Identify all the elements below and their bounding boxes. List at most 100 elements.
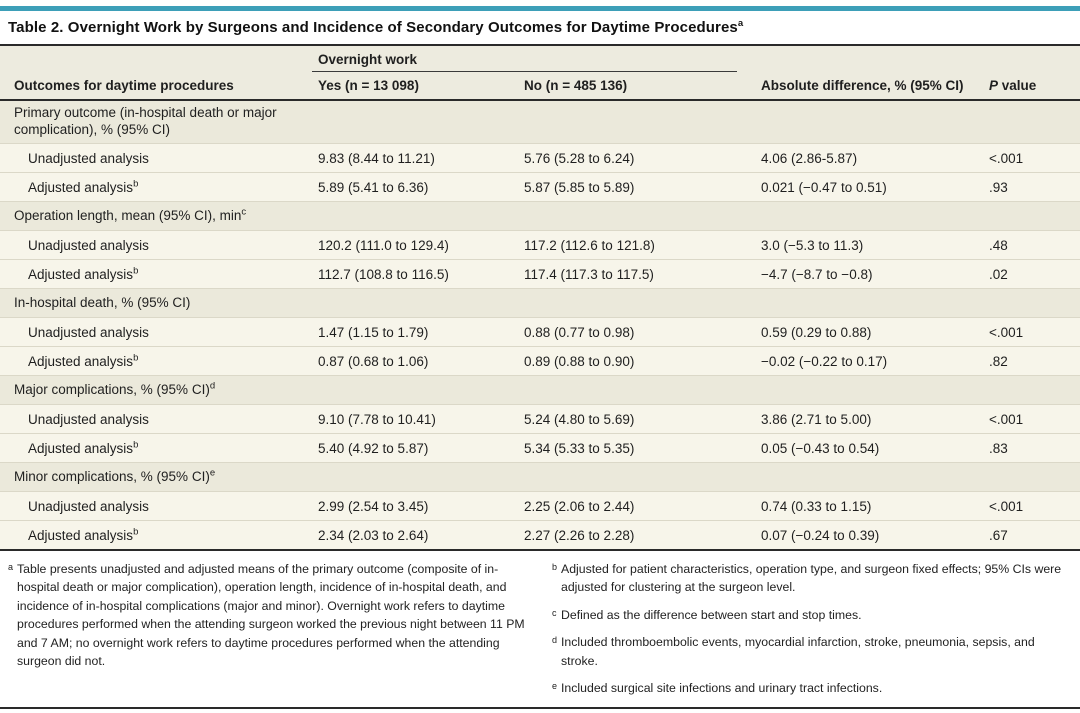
spanner-row: Overnight work [0,46,1080,72]
row-label: Unadjusted analysis [0,412,312,427]
table-header: Overnight work Outcomes for daytime proc… [0,46,1080,99]
cell-no: 2.25 (2.06 to 2.44) [524,498,635,514]
row-label: Unadjusted analysis [0,499,312,514]
row-label-text: Adjusted analysis [28,353,134,369]
cell-no: 117.2 (112.6 to 121.8) [524,237,655,253]
cell-absolute-difference: 4.06 (2.86-5.87) [761,150,858,166]
column-header-yes: Yes (n = 13 098) [318,78,419,93]
row-label-text: Adjusted analysis [28,179,134,195]
rule-above-footnotes [0,549,1080,551]
footnote-text: Adjusted for patient characteristics, op… [561,562,1062,595]
cell-yes: 5.89 (5.41 to 6.36) [318,179,429,195]
footnote-marker: a [8,562,14,572]
row-label-text: Unadjusted analysis [28,324,149,340]
row-label: Adjusted analysisb [0,439,312,456]
table-row: Unadjusted analysis 120.2 (111.0 to 129.… [0,230,1080,259]
footnote-c: c Defined as the difference between star… [552,606,1070,624]
section-label-superscript: e [209,467,216,479]
footnote-b: b Adjusted for patient characteristics, … [552,560,1070,597]
section-header-row: Minor complications, % (95% CI)e [0,462,1080,491]
column-header-no: No (n = 485 136) [524,78,628,93]
footnote-e: e Included surgical site infections and … [552,679,1070,697]
spanner-overnight-work: Overnight work [312,52,737,72]
cell-no: 5.76 (5.28 to 6.24) [524,150,635,166]
cell-yes: 0.87 (0.68 to 1.06) [318,353,429,369]
cell-absolute-difference: 3.86 (2.71 to 5.00) [761,411,872,427]
cell-no: 5.87 (5.85 to 5.89) [524,179,635,195]
cell-p-value: .82 [989,353,1008,369]
rule-below-title [0,44,1080,46]
table-title: Table 2. Overnight Work by Surgeons and … [8,19,743,36]
section-label-text: Minor complications, % (95% CI) [14,468,210,484]
footnote-marker: d [552,635,558,646]
table-row: Unadjusted analysis 2.99 (2.54 to 3.45) … [0,491,1080,520]
cell-absolute-difference: 0.74 (0.33 to 1.15) [761,498,872,514]
cell-yes: 5.40 (4.92 to 5.87) [318,440,429,456]
table-row: Adjusted analysisb 2.34 (2.03 to 2.64) 2… [0,520,1080,549]
table-title-block: Table 2. Overnight Work by Surgeons and … [0,11,1080,44]
column-header-absolute-difference: Absolute difference, % (95% CI) [761,78,964,93]
row-label-superscript: b [133,352,139,363]
table-row: Adjusted analysisb 112.7 (108.8 to 116.5… [0,259,1080,288]
rule-below-header [0,99,1080,101]
footnote-marker: c [552,607,557,618]
cell-yes: 1.47 (1.15 to 1.79) [318,324,429,340]
footnotes: a Table presents unadjusted and adjusted… [0,551,1080,707]
cell-p-value: .93 [989,179,1008,195]
footnote-text: Included thromboembolic events, myocardi… [561,635,1035,668]
cell-p-value: <.001 [989,324,1024,340]
row-label-text: Adjusted analysis [28,440,134,456]
cell-p-value: <.001 [989,411,1024,427]
section-label: In-hospital death, % (95% CI) [0,295,1080,312]
cell-absolute-difference: 0.07 (−0.24 to 0.39) [761,527,880,543]
row-label-text: Unadjusted analysis [28,237,149,253]
cell-yes: 9.83 (8.44 to 11.21) [318,150,435,166]
row-label-text: Unadjusted analysis [28,411,149,427]
section-header-row: Primary outcome (in-hospital death or ma… [0,101,1080,143]
cell-absolute-difference: 0.59 (0.29 to 0.88) [761,324,872,340]
cell-yes: 9.10 (7.78 to 10.41) [318,411,436,427]
footnote-a: a Table presents unadjusted and adjusted… [8,560,526,671]
cell-no: 0.88 (0.77 to 0.98) [524,324,635,340]
footnote-text: Included surgical site infections and ur… [561,681,883,696]
cell-p-value: .83 [989,440,1008,456]
cell-yes: 2.34 (2.03 to 2.64) [318,527,429,543]
cell-no: 2.27 (2.26 to 2.28) [524,527,635,543]
section-label-text: Major complications, % (95% CI) [14,381,210,397]
section-label: Operation length, mean (95% CI), minc [0,206,1080,225]
cell-absolute-difference: 0.05 (−0.43 to 0.54) [761,440,880,456]
column-header-p-value: P value [983,78,1080,93]
cell-absolute-difference: 3.0 (−5.3 to 11.3) [761,237,864,253]
footnote-column-left: a Table presents unadjusted and adjusted… [8,560,526,707]
table-row: Unadjusted analysis 9.83 (8.44 to 11.21)… [0,143,1080,172]
cell-yes: 2.99 (2.54 to 3.45) [318,498,429,514]
section-label-text: Operation length, mean (95% CI), min [14,207,242,223]
row-label-text: Adjusted analysis [28,266,134,282]
column-header-row: Outcomes for daytime procedures Yes (n =… [0,72,1080,99]
table-row: Adjusted analysisb 5.89 (5.41 to 6.36) 5… [0,172,1080,201]
bottom-gap [0,709,1080,713]
section-label: Primary outcome (in-hospital death or ma… [0,105,314,139]
row-label: Adjusted analysisb [0,527,312,543]
section-label-text: Primary outcome (in-hospital death or ma… [14,105,277,137]
cell-absolute-difference: −4.7 (−8.7 to −0.8) [761,266,873,282]
cell-yes: 120.2 (111.0 to 129.4) [318,237,449,253]
cell-absolute-difference: 0.021 (−0.47 to 0.51) [761,179,887,195]
section-label-superscript: c [241,206,247,218]
accent-bar [0,6,1080,11]
cell-p-value: <.001 [989,498,1024,514]
footnote-d: d Included thromboembolic events, myocar… [552,633,1070,670]
row-label: Adjusted analysisb [0,266,312,282]
table-title-text: Table 2. Overnight Work by Surgeons and … [8,19,738,36]
row-label: Unadjusted analysis [0,151,312,166]
section-label: Major complications, % (95% CI)d [0,381,1080,399]
table-row: Adjusted analysisb 5.40 (4.92 to 5.87) 5… [0,433,1080,462]
cell-no: 0.89 (0.88 to 0.90) [524,353,635,369]
section-label-text: In-hospital death, % (95% CI) [14,294,191,310]
row-label: Unadjusted analysis [0,238,312,253]
table-row: Unadjusted analysis 9.10 (7.78 to 10.41)… [0,404,1080,433]
row-label-superscript: b [133,439,139,450]
table-row: Unadjusted analysis 1.47 (1.15 to 1.79) … [0,317,1080,346]
cell-p-value: <.001 [989,150,1024,166]
cell-absolute-difference: −0.02 (−0.22 to 0.17) [761,353,888,369]
